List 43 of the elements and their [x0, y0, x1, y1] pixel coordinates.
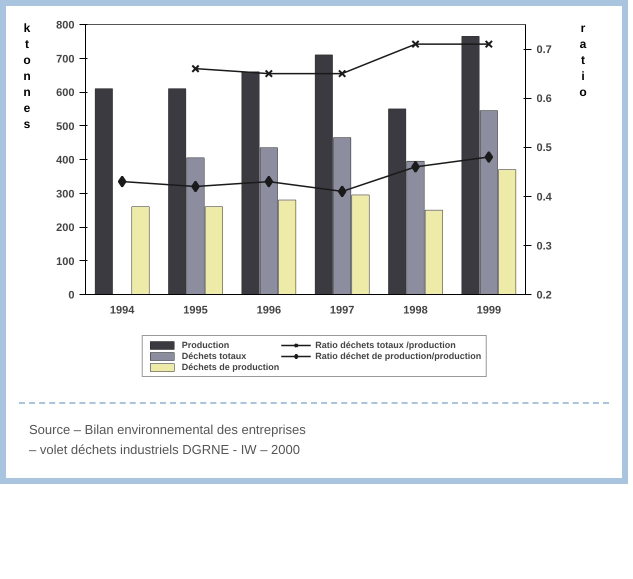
- y-tick-label: 500: [56, 120, 75, 133]
- bar: [94, 88, 113, 294]
- point: [484, 40, 494, 48]
- point: [118, 176, 126, 188]
- y-tick-label: 0: [68, 290, 75, 302]
- text: – volet déchets industriels DGRNE - IW – 2000: [29, 442, 300, 456]
- y-tick-label: 700: [56, 53, 75, 66]
- x-tick-label: 1999: [476, 304, 502, 316]
- legend-label: Ratio déchet de production/production: [315, 351, 482, 361]
- point: [411, 160, 420, 173]
- y2-tick-label: 0.7: [536, 44, 552, 56]
- y-tick-label: 100: [56, 256, 75, 268]
- y2-tick-label: 0.2: [536, 290, 552, 302]
- x-tick-label: 1998: [403, 304, 428, 316]
- point: [338, 185, 346, 198]
- bar: [132, 206, 150, 294]
- y2-tick-label: 0.5: [536, 142, 552, 154]
- source-note: Source – Bilan environnemental des entreprises: [29, 422, 306, 437]
- y-tick-label: 300: [56, 188, 75, 200]
- point: [264, 176, 274, 188]
- y-axis-title: ktonnes: [23, 20, 31, 132]
- x-tick-label: 1995: [183, 304, 208, 316]
- y2-axis-title: ratio: [579, 20, 587, 100]
- y-tick-label: 400: [56, 154, 75, 166]
- y-tick-label: 800: [56, 20, 75, 32]
- y-tick-label: 600: [56, 87, 75, 99]
- point: [338, 69, 346, 78]
- y2-tick-label: 0.6: [536, 93, 552, 106]
- point: [264, 69, 274, 78]
- point: [484, 151, 494, 164]
- legend-label: Déchets totaux: [182, 351, 246, 361]
- y-tick-label: 200: [56, 222, 75, 234]
- point: [191, 64, 200, 73]
- legend-label: Déchets de production: [182, 362, 280, 372]
- legend-label: Production: [182, 340, 230, 350]
- y2-tick-label: 0.4: [536, 191, 553, 204]
- point: [191, 180, 200, 192]
- y2-tick-label: 0.3: [536, 240, 552, 252]
- x-tick-label: 1994: [110, 304, 136, 316]
- point: [411, 40, 420, 48]
- legend-label: Ratio déchets totaux /production: [315, 340, 456, 350]
- x-tick-label: 1997: [330, 304, 354, 316]
- x-tick-label: 1996: [256, 304, 282, 316]
